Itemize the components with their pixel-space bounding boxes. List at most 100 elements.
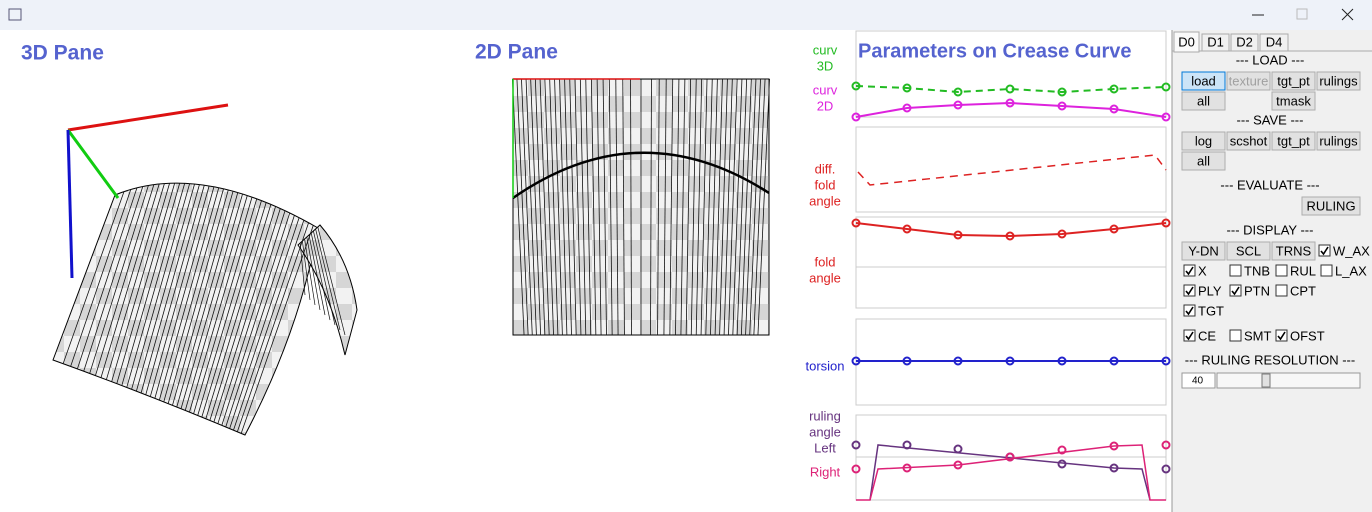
checkbox[interactable] bbox=[1229, 284, 1242, 297]
ruling-left bbox=[869, 444, 1151, 501]
pane-title: 2D Pane bbox=[475, 41, 558, 64]
tab-label[interactable]: D0 bbox=[1178, 34, 1195, 49]
section-heading: --- SAVE --- bbox=[1237, 112, 1304, 127]
param-label: Left bbox=[814, 440, 836, 455]
button-label[interactable]: TRNS bbox=[1276, 243, 1312, 258]
button[interactable] bbox=[1301, 196, 1361, 216]
button[interactable] bbox=[1226, 71, 1271, 91]
ruling bbox=[149, 185, 210, 397]
button[interactable] bbox=[1181, 151, 1226, 171]
tab[interactable] bbox=[1173, 31, 1200, 53]
checkbox[interactable] bbox=[1275, 264, 1288, 277]
tab-label[interactable]: D2 bbox=[1236, 34, 1253, 49]
ruling-right-point bbox=[1005, 452, 1015, 462]
ruling bbox=[299, 242, 306, 296]
button[interactable] bbox=[1181, 131, 1226, 151]
param-label: angle bbox=[809, 193, 841, 208]
button-label[interactable]: log bbox=[1195, 133, 1212, 148]
ruling bbox=[306, 236, 321, 311]
checkbox[interactable] bbox=[1183, 304, 1196, 317]
checkbox[interactable] bbox=[1183, 284, 1196, 297]
param-label: ruling bbox=[809, 408, 841, 423]
tab-label[interactable]: D1 bbox=[1207, 34, 1224, 49]
button-label[interactable]: texture bbox=[1229, 73, 1269, 88]
button-label[interactable]: all bbox=[1197, 93, 1210, 108]
pane-title: 3D Pane bbox=[21, 42, 104, 65]
checkbox[interactable] bbox=[1229, 264, 1242, 277]
checkbox-label[interactable]: PTN bbox=[1244, 283, 1270, 298]
checkmark[interactable] bbox=[1320, 246, 1329, 256]
checkbox-label[interactable]: W_AX bbox=[1333, 243, 1370, 258]
button-label[interactable]: Y-DN bbox=[1188, 243, 1219, 258]
tab-label[interactable]: D4 bbox=[1266, 34, 1283, 49]
checkmark[interactable] bbox=[1185, 306, 1194, 316]
button-label[interactable]: tmask bbox=[1276, 93, 1311, 108]
tab[interactable] bbox=[1230, 33, 1259, 52]
fold-angle-point bbox=[1161, 218, 1171, 228]
button[interactable] bbox=[1226, 131, 1271, 151]
close[interactable] bbox=[1341, 8, 1354, 21]
checkbox-label[interactable]: L_AX bbox=[1335, 263, 1367, 278]
checkbox-label[interactable]: RUL bbox=[1290, 263, 1316, 278]
button-label[interactable]: load bbox=[1191, 73, 1216, 88]
button-label[interactable]: tgt_pt bbox=[1277, 73, 1310, 88]
checkbox-label[interactable]: TNB bbox=[1244, 263, 1270, 278]
checkbox-label[interactable]: PLY bbox=[1198, 283, 1222, 298]
button[interactable] bbox=[1271, 241, 1316, 261]
slider-thumb[interactable] bbox=[1261, 373, 1271, 388]
checkbox-label[interactable]: SMT bbox=[1244, 328, 1272, 343]
resolution-value[interactable]: 40 bbox=[1192, 376, 1204, 387]
button-label[interactable]: all bbox=[1197, 153, 1210, 168]
button[interactable] bbox=[1316, 71, 1361, 91]
checkbox[interactable] bbox=[1318, 244, 1331, 257]
checkbox-label[interactable]: TGT bbox=[1198, 303, 1224, 318]
button[interactable] bbox=[1226, 241, 1271, 261]
ruling bbox=[136, 183, 195, 392]
ruling bbox=[221, 212, 291, 426]
ruling bbox=[62, 191, 125, 364]
tab[interactable] bbox=[1259, 33, 1289, 52]
checkmark[interactable] bbox=[1277, 331, 1286, 341]
checkmark[interactable] bbox=[1185, 286, 1194, 296]
checkbox[interactable] bbox=[1275, 284, 1288, 297]
button[interactable] bbox=[1271, 91, 1316, 111]
button[interactable] bbox=[1181, 71, 1226, 91]
maximize[interactable] bbox=[1296, 8, 1308, 20]
checkbox[interactable] bbox=[1229, 329, 1242, 342]
button-label[interactable]: scshot bbox=[1230, 133, 1268, 148]
button[interactable] bbox=[1271, 71, 1316, 91]
ruling bbox=[695, 78, 703, 336]
ruling bbox=[516, 78, 529, 336]
button-label[interactable]: rulings bbox=[1319, 133, 1358, 148]
checkmark[interactable] bbox=[1185, 331, 1194, 341]
ruling bbox=[126, 183, 186, 388]
button-label[interactable]: rulings bbox=[1319, 73, 1358, 88]
checkmark[interactable] bbox=[1231, 286, 1240, 296]
slider-track[interactable] bbox=[1216, 372, 1361, 389]
button[interactable] bbox=[1316, 131, 1361, 151]
button[interactable] bbox=[1181, 91, 1226, 111]
fold-angle-point bbox=[1057, 229, 1067, 239]
checkbox-label[interactable]: OFST bbox=[1290, 328, 1325, 343]
checkmark[interactable] bbox=[1185, 266, 1194, 276]
ruling bbox=[233, 220, 305, 431]
button[interactable] bbox=[1271, 131, 1316, 151]
ruling bbox=[167, 189, 229, 404]
button-label[interactable]: SCL bbox=[1236, 243, 1261, 258]
checkbox[interactable] bbox=[1183, 264, 1196, 277]
button[interactable] bbox=[1181, 241, 1226, 261]
ruling bbox=[315, 228, 341, 331]
checkbox-label[interactable]: CE bbox=[1198, 328, 1216, 343]
checkbox[interactable] bbox=[1183, 329, 1196, 342]
checkbox-label[interactable]: CPT bbox=[1290, 283, 1316, 298]
title-bar bbox=[0, 0, 1372, 30]
checkbox[interactable] bbox=[1320, 264, 1333, 277]
ruling bbox=[521, 78, 533, 336]
tab[interactable] bbox=[1201, 33, 1230, 52]
button-label[interactable]: RULING bbox=[1306, 198, 1355, 213]
checkbox-label[interactable]: X bbox=[1198, 263, 1207, 278]
resolution-box[interactable] bbox=[1181, 372, 1216, 389]
ruling-right-point bbox=[1109, 441, 1119, 451]
button-label[interactable]: tgt_pt bbox=[1277, 133, 1310, 148]
checkbox[interactable] bbox=[1275, 329, 1288, 342]
